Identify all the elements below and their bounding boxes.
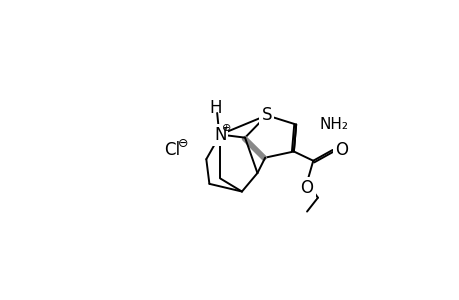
Text: Cl: Cl xyxy=(164,141,180,159)
Text: O: O xyxy=(335,141,347,159)
Text: H: H xyxy=(209,99,221,117)
Text: NH₂: NH₂ xyxy=(319,117,348,132)
Text: O: O xyxy=(300,179,313,197)
Text: ⊖: ⊖ xyxy=(178,136,188,149)
Text: ⊕: ⊕ xyxy=(221,123,230,134)
Text: S: S xyxy=(261,106,271,124)
Text: N: N xyxy=(213,126,226,144)
